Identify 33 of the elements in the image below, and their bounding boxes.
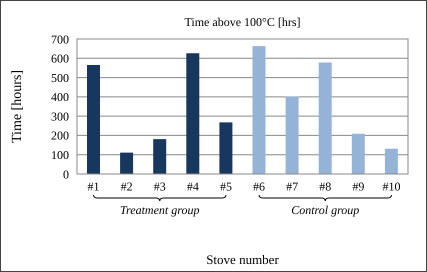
x-tick-label: #5 [220, 180, 232, 194]
x-tick-label: #3 [154, 180, 166, 194]
x-tick-label: #4 [186, 180, 199, 194]
x-tick-label: #8 [319, 180, 332, 194]
chart-title: Time above 100°C [hrs] [184, 15, 301, 29]
bar [219, 122, 232, 174]
bar [153, 139, 166, 174]
bar [120, 152, 134, 174]
bar [87, 65, 100, 174]
bar [186, 53, 200, 174]
bar [352, 134, 365, 174]
y-tick-label: 400 [51, 90, 69, 104]
x-tick-label: #10 [382, 180, 400, 194]
x-tick-label: #6 [253, 180, 266, 194]
y-tick-label: 500 [51, 70, 69, 85]
y-tick-label: 100 [51, 148, 69, 162]
x-tick-label: #7 [286, 180, 298, 194]
bar [286, 96, 299, 174]
x-axis-title: Stove number [206, 252, 280, 267]
y-tick-label: 600 [51, 52, 69, 66]
x-tick-label: #2 [120, 180, 133, 194]
x-tick-label: #9 [352, 180, 364, 194]
x-tick-label: #1 [88, 180, 100, 194]
bar [252, 46, 266, 174]
bar [384, 148, 398, 174]
y-tick-label: 200 [51, 128, 69, 143]
y-axis-title: Time [hours] [10, 70, 25, 143]
text: Treatment group [120, 203, 200, 217]
y-tick-label: 300 [51, 109, 69, 124]
bar [318, 62, 332, 174]
y-tick-label: 0 [63, 167, 69, 182]
y-tick-label: 700 [51, 32, 69, 46]
text: Control group [291, 203, 360, 217]
